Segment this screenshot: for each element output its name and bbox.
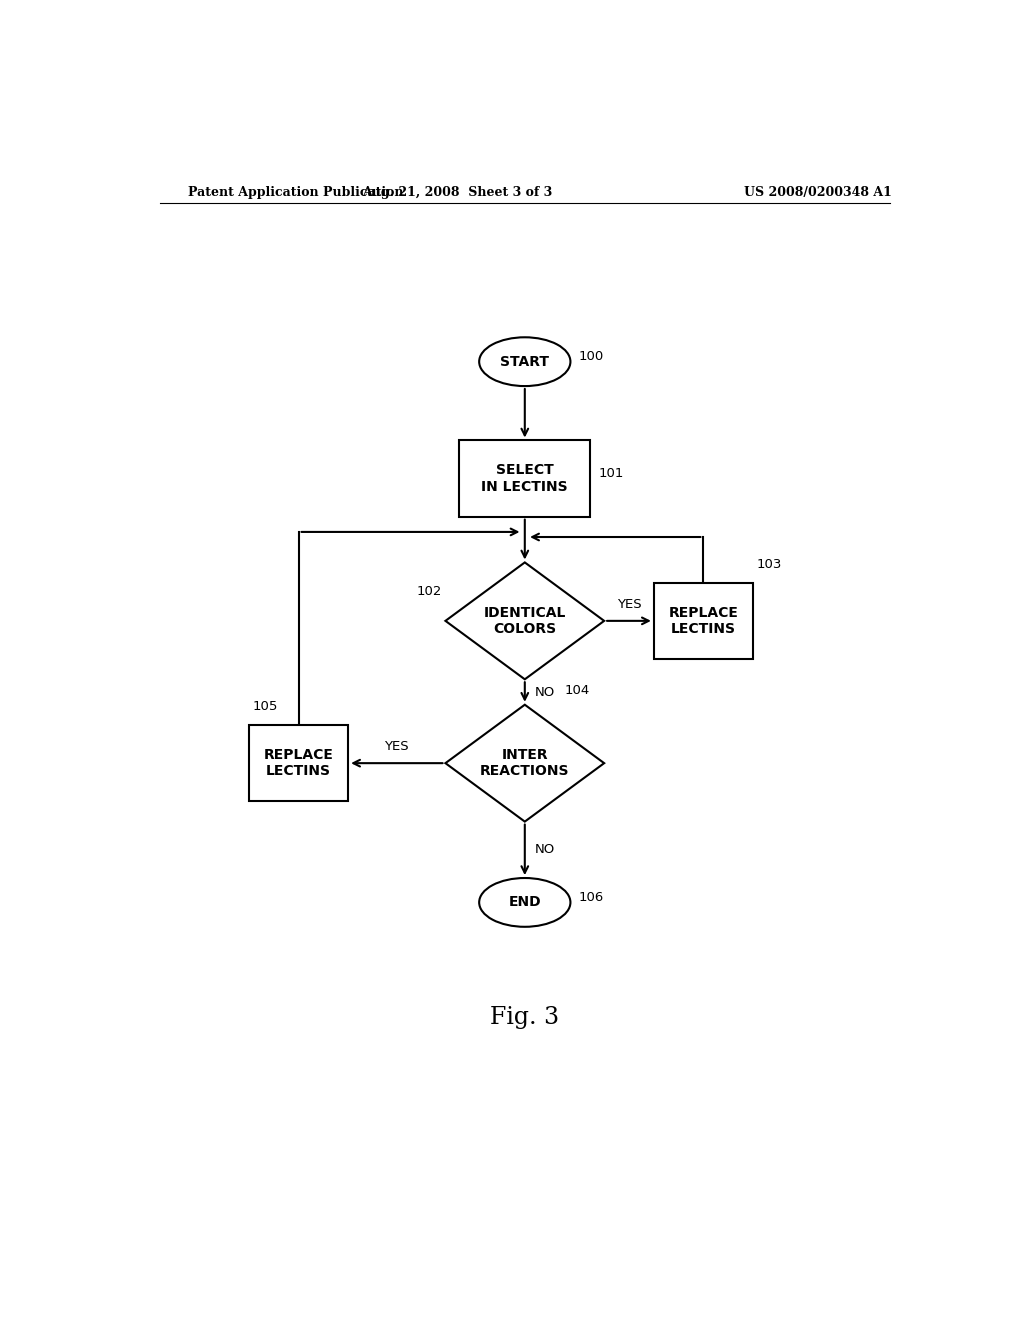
Text: Patent Application Publication: Patent Application Publication: [187, 186, 403, 199]
Text: 104: 104: [564, 684, 590, 697]
Bar: [249, 725, 348, 801]
Bar: [460, 441, 590, 516]
Ellipse shape: [479, 878, 570, 927]
Text: NO: NO: [535, 843, 555, 857]
Text: US 2008/0200348 A1: US 2008/0200348 A1: [744, 186, 892, 199]
Text: 101: 101: [598, 467, 624, 480]
Polygon shape: [445, 705, 604, 821]
Text: YES: YES: [385, 741, 410, 752]
Ellipse shape: [479, 338, 570, 385]
Text: 100: 100: [579, 350, 603, 363]
Text: 106: 106: [579, 891, 603, 904]
Text: IDENTICAL
COLORS: IDENTICAL COLORS: [483, 606, 566, 636]
Polygon shape: [445, 562, 604, 680]
Text: 103: 103: [757, 557, 782, 570]
Text: END: END: [509, 895, 541, 909]
Bar: [653, 582, 753, 659]
Text: 105: 105: [253, 700, 279, 713]
Text: 102: 102: [416, 585, 441, 598]
Text: INTER
REACTIONS: INTER REACTIONS: [480, 748, 569, 779]
Text: SELECT
IN LECTINS: SELECT IN LECTINS: [481, 463, 568, 494]
Text: REPLACE
LECTINS: REPLACE LECTINS: [264, 748, 334, 779]
Text: NO: NO: [535, 685, 555, 698]
Text: START: START: [501, 355, 549, 368]
Text: REPLACE
LECTINS: REPLACE LECTINS: [669, 606, 738, 636]
Text: YES: YES: [616, 598, 641, 611]
Text: Aug. 21, 2008  Sheet 3 of 3: Aug. 21, 2008 Sheet 3 of 3: [362, 186, 553, 199]
Text: Fig. 3: Fig. 3: [490, 1006, 559, 1028]
